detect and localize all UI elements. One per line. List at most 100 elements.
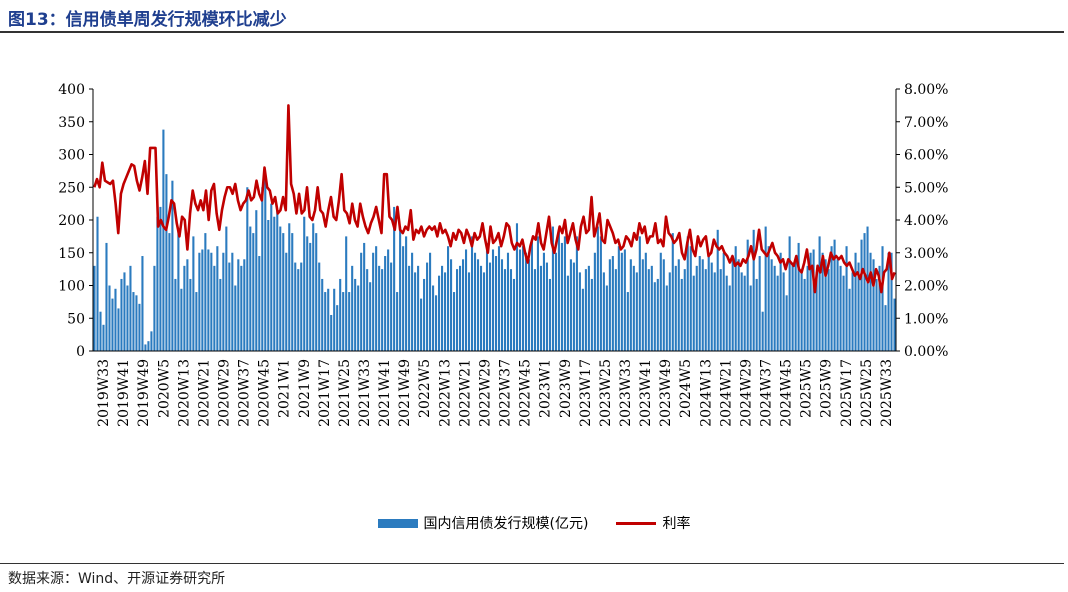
bar [456, 269, 459, 352]
bar [842, 275, 845, 351]
x-tick-label: 2020W29 [216, 359, 232, 427]
bar [740, 272, 743, 351]
bar [464, 249, 468, 351]
bar [767, 246, 770, 351]
bar [102, 324, 105, 351]
bar [405, 236, 408, 352]
bar [773, 265, 776, 351]
bar [432, 285, 435, 351]
bar [162, 129, 165, 351]
bar [866, 226, 869, 351]
x-tick-label: 2021W1 [277, 359, 293, 418]
bar [506, 252, 510, 351]
bar [749, 285, 752, 351]
bar [812, 249, 815, 351]
bar [680, 278, 683, 351]
bar [500, 259, 504, 351]
bar [635, 272, 638, 351]
bar [668, 272, 671, 351]
x-tick-label: 2021W49 [397, 359, 413, 427]
bar [171, 180, 174, 351]
bar [279, 226, 282, 351]
bar [339, 278, 342, 351]
bar [566, 275, 569, 351]
bar [189, 278, 192, 351]
bar [186, 259, 189, 351]
bar [168, 233, 171, 351]
bar [782, 272, 785, 351]
bar [243, 259, 246, 351]
bar [881, 246, 884, 351]
bar [99, 311, 102, 351]
bar [330, 314, 333, 351]
left-tick-label: 150 [58, 246, 85, 262]
bar [569, 259, 572, 351]
bar [644, 252, 647, 351]
bar [210, 252, 213, 351]
bar [363, 242, 366, 351]
bar [527, 259, 531, 351]
bar [698, 256, 701, 351]
bar [348, 292, 351, 351]
x-tick-label: 2022W5 [417, 359, 433, 418]
bar [141, 256, 144, 351]
bar [324, 292, 327, 351]
bar [237, 259, 240, 351]
legend-item-bar[interactable]: 国内信用债发行规模(亿元) [377, 513, 589, 533]
bar [692, 275, 695, 351]
bar [872, 259, 875, 351]
legend-item-line[interactable]: 利率 [616, 513, 690, 533]
bar [315, 233, 318, 351]
bar [731, 259, 734, 351]
bar [803, 278, 806, 351]
bar [509, 269, 513, 352]
x-tick-label: 2020W13 [176, 359, 192, 427]
bar [138, 303, 141, 351]
bar [545, 262, 548, 351]
bar [662, 259, 665, 351]
bar [435, 295, 438, 351]
bar [132, 292, 135, 351]
bar [291, 233, 294, 351]
x-tick-label: 2024W21 [718, 359, 734, 427]
x-tick-label: 2019W49 [136, 359, 152, 427]
bar [303, 216, 306, 351]
bar [153, 265, 156, 351]
bar [818, 236, 821, 352]
bar [770, 259, 773, 351]
bar [393, 206, 396, 351]
x-tick-label: 2022W13 [437, 359, 453, 427]
bar [851, 272, 854, 351]
top-rule [0, 31, 1064, 33]
bar [713, 272, 716, 351]
bar [479, 265, 483, 351]
bar [764, 226, 767, 351]
bar [417, 265, 420, 351]
bar [372, 252, 375, 351]
bar [441, 265, 444, 351]
bar [809, 252, 812, 351]
bar [659, 252, 662, 351]
x-tick-label: 2023W9 [558, 359, 574, 418]
left-tick-label: 100 [58, 279, 85, 295]
bar [423, 278, 426, 351]
bar [683, 269, 686, 352]
bar [411, 252, 414, 351]
bar [587, 265, 590, 351]
x-tick-label: 2024W45 [779, 359, 795, 427]
x-tick-label: 2021W9 [297, 359, 313, 418]
bar [623, 249, 626, 351]
bar [737, 259, 740, 351]
bar [444, 272, 447, 351]
bar [336, 305, 339, 351]
bar [228, 262, 231, 351]
bar [198, 252, 201, 351]
x-tick-label: 2021W25 [337, 359, 353, 427]
rate-line [93, 104, 896, 294]
bar [117, 308, 120, 351]
bar [429, 252, 432, 351]
bar [447, 246, 450, 351]
legend-bar-label: 国内信用债发行规模(亿元) [423, 516, 589, 532]
legend-line-swatch [616, 521, 657, 525]
bar [378, 265, 381, 351]
